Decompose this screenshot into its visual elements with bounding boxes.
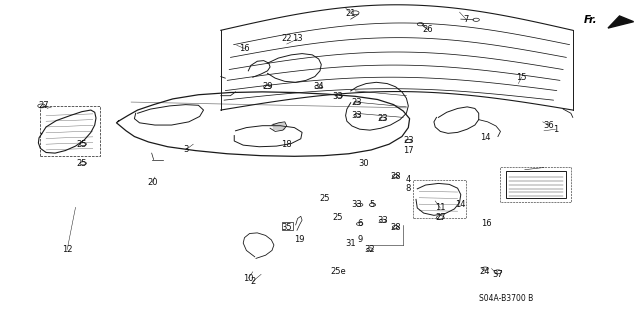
Text: 27: 27 xyxy=(38,101,49,110)
Text: 25: 25 xyxy=(320,194,330,203)
Text: 19: 19 xyxy=(294,235,305,244)
Text: 25: 25 xyxy=(77,140,87,149)
Text: 31: 31 xyxy=(346,239,356,248)
Text: 21: 21 xyxy=(346,9,356,18)
Text: 33: 33 xyxy=(352,200,362,209)
Text: 8: 8 xyxy=(406,184,411,193)
Text: 9: 9 xyxy=(357,235,362,244)
Text: S04A-B3700 B: S04A-B3700 B xyxy=(479,294,533,303)
Text: 5: 5 xyxy=(370,200,375,209)
Text: Fr.: Fr. xyxy=(584,15,597,25)
Bar xyxy=(282,222,293,230)
Text: 11: 11 xyxy=(435,204,445,212)
Bar xyxy=(40,106,100,156)
Text: 4: 4 xyxy=(406,175,411,184)
Text: 24: 24 xyxy=(480,267,490,276)
Text: 25e: 25e xyxy=(330,267,346,276)
Text: 33: 33 xyxy=(352,111,362,120)
Text: 23: 23 xyxy=(378,114,388,123)
Text: 25: 25 xyxy=(77,159,87,168)
Text: 23: 23 xyxy=(403,137,413,145)
Text: 26: 26 xyxy=(422,25,433,34)
Text: 13: 13 xyxy=(292,34,303,43)
Text: 17: 17 xyxy=(403,146,413,155)
Text: 29: 29 xyxy=(262,82,273,91)
Text: 28: 28 xyxy=(390,223,401,232)
Text: 14: 14 xyxy=(480,133,490,142)
Text: 16: 16 xyxy=(481,219,492,228)
Text: 1: 1 xyxy=(553,125,558,134)
Text: 28: 28 xyxy=(390,172,401,181)
Text: 27: 27 xyxy=(435,213,445,222)
Text: 37: 37 xyxy=(493,271,503,279)
Text: 23: 23 xyxy=(352,98,362,107)
Text: 33: 33 xyxy=(378,216,388,225)
Text: 6: 6 xyxy=(357,219,362,228)
Text: 33: 33 xyxy=(333,92,343,101)
Text: 32: 32 xyxy=(365,245,375,254)
Text: 35: 35 xyxy=(282,223,292,232)
Text: 16: 16 xyxy=(239,44,250,53)
Text: 36: 36 xyxy=(544,121,554,130)
Text: 15: 15 xyxy=(516,73,527,82)
Text: 10: 10 xyxy=(243,274,253,283)
Text: 18: 18 xyxy=(282,140,292,149)
Text: 3: 3 xyxy=(183,145,188,154)
Text: 22: 22 xyxy=(282,34,292,43)
Text: 7: 7 xyxy=(463,15,468,24)
Text: 25: 25 xyxy=(333,213,343,222)
Text: 30: 30 xyxy=(358,159,369,168)
Text: 20: 20 xyxy=(147,178,157,187)
Polygon shape xyxy=(608,16,634,28)
Text: 2: 2 xyxy=(250,277,255,286)
Text: 14: 14 xyxy=(456,200,466,209)
Text: 12: 12 xyxy=(62,245,72,254)
Text: 34: 34 xyxy=(314,82,324,91)
Bar xyxy=(506,171,566,198)
